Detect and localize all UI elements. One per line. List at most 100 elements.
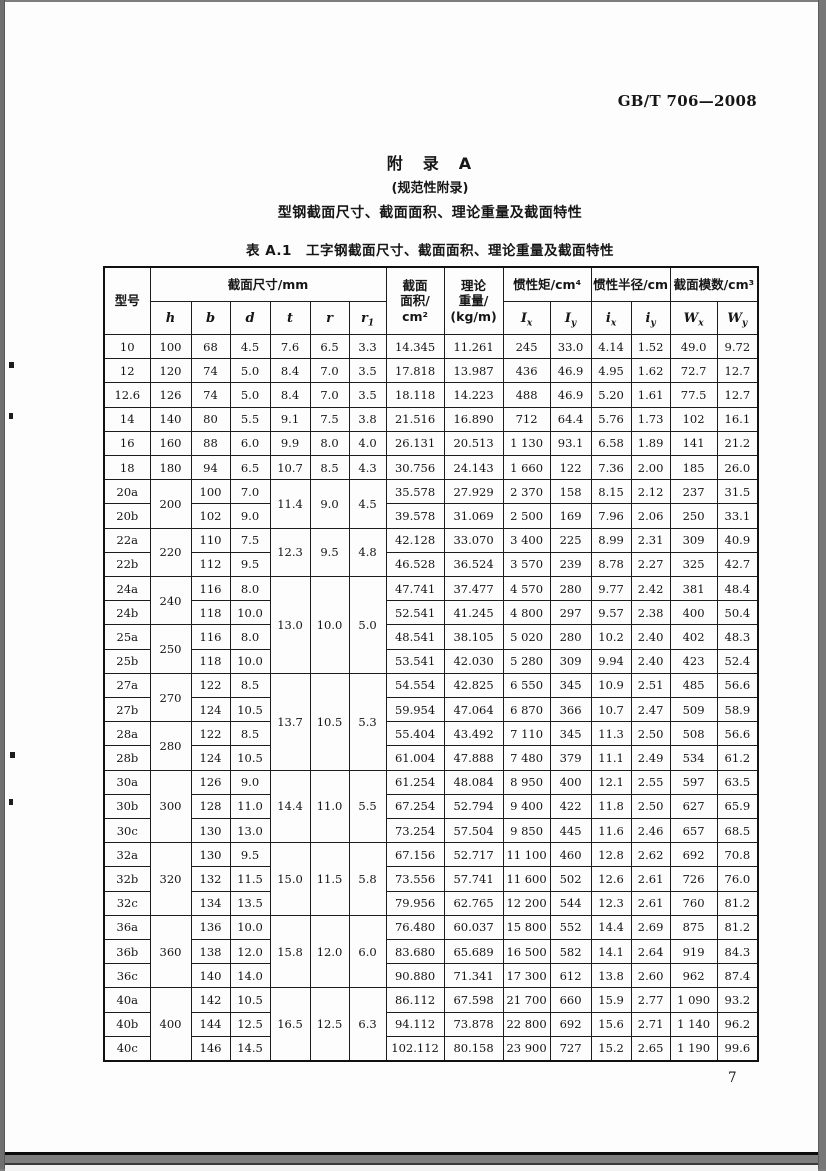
value-cell: 2.42	[630, 576, 671, 602]
value-cell: 64.4	[549, 406, 592, 432]
value-cell: 68	[190, 333, 231, 360]
value-cell: 11.1	[590, 745, 632, 771]
scan-speck	[9, 799, 13, 805]
value-cell: 15.6	[590, 1011, 632, 1037]
value-cell: 9 850	[502, 818, 551, 844]
value-cell: 1 130	[502, 430, 551, 457]
value-cell: 245	[502, 333, 551, 360]
model-cell: 25a	[103, 624, 151, 650]
value-cell: 8.4	[269, 358, 311, 384]
value-cell: 381	[669, 576, 718, 602]
value-cell: 12.1	[590, 769, 632, 795]
value-cell: 122	[549, 455, 592, 481]
model-cell: 32c	[103, 890, 151, 916]
value-cell: 42.128	[385, 527, 445, 553]
model-cell: 36b	[103, 939, 151, 965]
value-cell: 52.541	[385, 600, 445, 626]
header-modulus-group: 截面模数/cm³	[669, 266, 759, 302]
value-cell: 47.888	[443, 745, 504, 771]
value-cell: 5.5	[348, 769, 387, 844]
value-cell: 366	[549, 697, 592, 723]
value-cell: 9.0	[229, 769, 271, 795]
header-radius-group: 惯性半径/cm	[590, 266, 671, 302]
header-weight: 理论 重量/(kg/m)	[443, 266, 504, 335]
value-cell: 400	[669, 600, 718, 626]
value-cell: 10.7	[590, 697, 632, 723]
value-cell: 402	[669, 624, 718, 650]
value-cell: 169	[549, 503, 592, 529]
value-cell: 16.5	[269, 987, 311, 1062]
model-cell: 22a	[103, 527, 151, 553]
value-cell: 1.52	[630, 333, 671, 360]
value-cell: 9.0	[309, 479, 350, 529]
value-cell: 657	[669, 818, 718, 844]
value-cell: 962	[669, 963, 718, 989]
value-cell: 42.030	[443, 648, 504, 674]
table-row: 36c 140 14.0 90.880 71.341 17 300 612 13.8 2.60 9…	[103, 963, 759, 989]
value-cell: 10.5	[309, 672, 350, 771]
value-cell: 23 900	[502, 1035, 551, 1062]
table-row: 14 140 80 5.5 9.1 7.5 3.8 21.516 16.890 712 64.4 5.…	[103, 406, 759, 432]
value-cell: 21 700	[502, 987, 551, 1013]
model-cell: 30a	[103, 769, 151, 795]
table-row: 20b 102 9.0 39.578 31.069 2 500 169 7.96 2.06 250…	[103, 503, 759, 529]
scan-speck	[9, 362, 14, 368]
value-cell: 8 950	[502, 769, 551, 795]
value-cell: 80.158	[443, 1035, 504, 1062]
value-cell: 42.7	[716, 551, 759, 578]
value-cell: 360	[149, 914, 192, 989]
value-cell: 727	[549, 1035, 592, 1062]
value-cell: 4.8	[348, 527, 387, 578]
value-cell: 460	[549, 842, 592, 868]
value-cell: 88	[190, 430, 231, 457]
value-cell: 24.143	[443, 455, 504, 481]
value-cell: 4.5	[229, 333, 271, 360]
scan-speck	[9, 413, 13, 419]
value-cell: 2.31	[630, 527, 671, 553]
value-cell: 12.3	[269, 527, 311, 578]
scan-left-edge	[0, 0, 5, 1169]
value-cell: 83.680	[385, 939, 445, 965]
standard-number: GB/T 706—2008	[617, 92, 757, 110]
value-cell: 13.5	[229, 890, 271, 916]
model-cell: 27a	[103, 672, 151, 699]
table-row: 30b 128 11.0 67.254 52.794 9 400 422 11.8 2.50 62…	[103, 793, 759, 820]
value-cell: 56.6	[716, 672, 759, 699]
value-cell: 660	[549, 987, 592, 1013]
value-cell: 4.0	[348, 430, 387, 457]
table-row: 22a 220 110 7.5 12.3 9.5 4.8 42.128 33.070 3 400 2…	[103, 527, 759, 578]
value-cell: 445	[549, 818, 592, 844]
value-cell: 15 800	[502, 914, 551, 941]
value-cell: 10.5	[229, 745, 271, 771]
value-cell: 70.8	[716, 842, 759, 868]
value-cell: 1.89	[630, 430, 671, 457]
value-cell: 9.77	[590, 576, 632, 602]
value-cell: 300	[149, 769, 192, 844]
value-cell: 9.5	[309, 527, 350, 578]
value-cell: 250	[669, 503, 718, 529]
value-cell: 6.3	[348, 987, 387, 1062]
header-dim-var: b	[190, 301, 231, 335]
table-row: 30c 130 13.0 73.254 57.504 9 850 445 11.6 2.46 65…	[103, 818, 759, 844]
value-cell: 12.5	[229, 1011, 271, 1037]
value-cell: 11.6	[590, 818, 632, 844]
value-cell: 67.254	[385, 793, 445, 820]
value-cell: 9 400	[502, 793, 551, 820]
value-cell: 220	[149, 527, 192, 578]
value-cell: 20.513	[443, 430, 504, 457]
value-cell: 18.118	[385, 382, 445, 408]
value-cell: 13.0	[229, 818, 271, 844]
value-cell: 138	[190, 939, 231, 965]
model-cell: 32a	[103, 842, 151, 868]
value-cell: 2.61	[630, 866, 671, 892]
model-cell: 30c	[103, 818, 151, 844]
value-cell: 508	[669, 721, 718, 747]
value-cell: 61.254	[385, 769, 445, 795]
model-cell: 24b	[103, 600, 151, 626]
value-cell: 57.741	[443, 866, 504, 892]
value-cell: 116	[190, 576, 231, 602]
value-cell: 712	[502, 406, 551, 432]
value-cell: 46.528	[385, 551, 445, 578]
value-cell: 57.504	[443, 818, 504, 844]
value-cell: 9.1	[269, 406, 311, 432]
